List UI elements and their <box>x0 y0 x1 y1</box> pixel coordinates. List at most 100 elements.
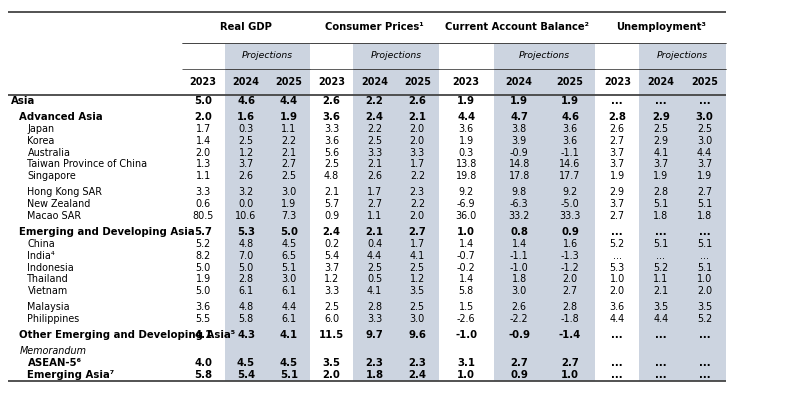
Text: 3.8: 3.8 <box>511 124 527 134</box>
Text: Asia: Asia <box>11 96 36 106</box>
Text: Japan: Japan <box>27 124 55 134</box>
Text: ...: ... <box>655 370 667 379</box>
Text: Macao SAR: Macao SAR <box>27 211 82 221</box>
Text: 5.4: 5.4 <box>237 370 255 379</box>
Text: Other Emerging and Developing Asia⁵: Other Emerging and Developing Asia⁵ <box>19 330 235 340</box>
Text: 3.7: 3.7 <box>610 148 625 158</box>
Text: 3.5: 3.5 <box>410 286 425 296</box>
Text: ...: ... <box>655 330 667 340</box>
Text: 3.0: 3.0 <box>696 112 713 122</box>
Text: 4.8: 4.8 <box>238 302 254 312</box>
Text: 2.5: 2.5 <box>367 262 382 273</box>
Text: Unemployment³: Unemployment³ <box>616 22 706 32</box>
Text: 5.3: 5.3 <box>610 262 625 273</box>
Text: Emerging and Developing Asia: Emerging and Developing Asia <box>19 227 195 237</box>
Text: 2.2: 2.2 <box>365 96 384 106</box>
Text: 1.9: 1.9 <box>457 96 475 106</box>
Bar <box>494 43 595 381</box>
Text: 2.5: 2.5 <box>281 171 297 181</box>
Text: 1.6: 1.6 <box>562 239 578 249</box>
Text: -1.8: -1.8 <box>561 314 579 324</box>
Text: 5.7: 5.7 <box>194 227 213 237</box>
Text: 1.1: 1.1 <box>367 211 382 221</box>
Text: 33.2: 33.2 <box>508 211 530 221</box>
Text: 3.0: 3.0 <box>410 314 425 324</box>
Text: 2.2: 2.2 <box>367 124 382 134</box>
Text: 7.3: 7.3 <box>281 211 297 221</box>
Text: Thailand: Thailand <box>27 275 69 284</box>
Text: 1.7: 1.7 <box>196 124 211 134</box>
Text: 2.6: 2.6 <box>322 96 341 106</box>
Text: 2.7: 2.7 <box>562 358 579 368</box>
Text: 3.3: 3.3 <box>324 124 339 134</box>
Text: ...: ... <box>612 96 623 106</box>
Text: 2.7: 2.7 <box>610 211 625 221</box>
Text: 2.4: 2.4 <box>322 227 341 237</box>
Text: 0.9: 0.9 <box>561 227 579 237</box>
Text: 3.6: 3.6 <box>196 302 211 312</box>
Text: -0.2: -0.2 <box>457 262 476 273</box>
Text: 4.1: 4.1 <box>654 148 668 158</box>
Text: 9.7: 9.7 <box>366 330 383 340</box>
Text: Malaysia: Malaysia <box>27 302 70 312</box>
Text: -5.0: -5.0 <box>561 199 579 209</box>
Text: ...: ... <box>656 251 666 261</box>
Text: Projections: Projections <box>519 51 570 60</box>
Text: 2.2: 2.2 <box>410 171 425 181</box>
Text: 0.2: 0.2 <box>324 239 339 249</box>
Text: 5.0: 5.0 <box>194 96 213 106</box>
Text: 3.6: 3.6 <box>610 302 625 312</box>
Text: 1.3: 1.3 <box>196 160 211 169</box>
Text: 1.0: 1.0 <box>610 275 625 284</box>
Text: 1.4: 1.4 <box>511 239 527 249</box>
Text: 1.9: 1.9 <box>196 275 211 284</box>
Text: 2.5: 2.5 <box>324 302 339 312</box>
Text: 2.4: 2.4 <box>408 370 427 379</box>
Text: 5.5: 5.5 <box>196 314 211 324</box>
Text: 1.2: 1.2 <box>238 148 254 158</box>
Text: 2023: 2023 <box>318 77 345 87</box>
Text: 2025: 2025 <box>404 77 431 87</box>
Text: -6.3: -6.3 <box>510 199 528 209</box>
Text: 4.4: 4.4 <box>280 96 298 106</box>
Text: 1.1: 1.1 <box>196 171 211 181</box>
Text: 3.6: 3.6 <box>562 136 578 146</box>
Text: 8.2: 8.2 <box>196 251 211 261</box>
Text: 4.8: 4.8 <box>238 239 254 249</box>
Text: 2.0: 2.0 <box>697 286 712 296</box>
Text: 2.1: 2.1 <box>367 160 382 169</box>
Text: 1.0: 1.0 <box>457 227 475 237</box>
Text: ...: ... <box>655 96 667 106</box>
Text: 1.8: 1.8 <box>654 211 668 221</box>
Text: 5.8: 5.8 <box>459 286 473 296</box>
Text: 5.1: 5.1 <box>697 262 712 273</box>
Text: -1.2: -1.2 <box>561 262 579 273</box>
Text: 0.3: 0.3 <box>238 124 254 134</box>
Text: 14.6: 14.6 <box>559 160 581 169</box>
Text: 3.0: 3.0 <box>511 286 527 296</box>
Text: ...: ... <box>612 330 623 340</box>
Text: 3.3: 3.3 <box>196 187 211 197</box>
Text: 4.3: 4.3 <box>237 330 255 340</box>
Text: 2.1: 2.1 <box>654 286 668 296</box>
Text: 0.5: 0.5 <box>367 275 382 284</box>
Text: 3.5: 3.5 <box>697 302 712 312</box>
Text: 3.6: 3.6 <box>322 112 341 122</box>
Text: -2.6: -2.6 <box>457 314 475 324</box>
Text: 5.4: 5.4 <box>324 251 339 261</box>
Text: 2.7: 2.7 <box>409 227 426 237</box>
Text: 2023: 2023 <box>190 77 217 87</box>
Text: 5.2: 5.2 <box>654 262 668 273</box>
Text: ...: ... <box>612 227 623 237</box>
Text: -1.0: -1.0 <box>510 262 528 273</box>
Text: 3.1: 3.1 <box>457 358 475 368</box>
Text: 3.7: 3.7 <box>324 262 339 273</box>
Text: 3.3: 3.3 <box>324 286 339 296</box>
Text: 2.6: 2.6 <box>367 171 382 181</box>
Text: -1.4: -1.4 <box>559 330 581 340</box>
Text: 3.3: 3.3 <box>367 314 382 324</box>
Text: 0.4: 0.4 <box>367 239 382 249</box>
Text: 3.7: 3.7 <box>654 160 668 169</box>
Text: 13.8: 13.8 <box>456 160 477 169</box>
Text: 1.4: 1.4 <box>459 275 473 284</box>
